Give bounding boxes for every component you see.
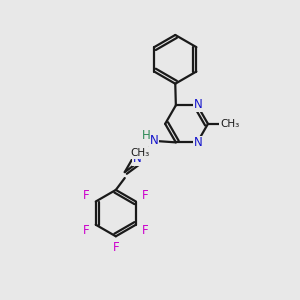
Text: F: F: [112, 241, 119, 254]
Text: N: N: [133, 152, 142, 165]
Text: F: F: [82, 224, 89, 237]
Text: N: N: [194, 136, 202, 149]
Text: CH₃: CH₃: [130, 148, 150, 158]
Text: F: F: [142, 224, 149, 237]
Text: N: N: [149, 134, 158, 147]
Text: N: N: [194, 98, 202, 111]
Text: H: H: [142, 129, 151, 142]
Text: CH₃: CH₃: [220, 119, 239, 129]
Text: F: F: [142, 189, 149, 203]
Text: F: F: [82, 189, 89, 203]
